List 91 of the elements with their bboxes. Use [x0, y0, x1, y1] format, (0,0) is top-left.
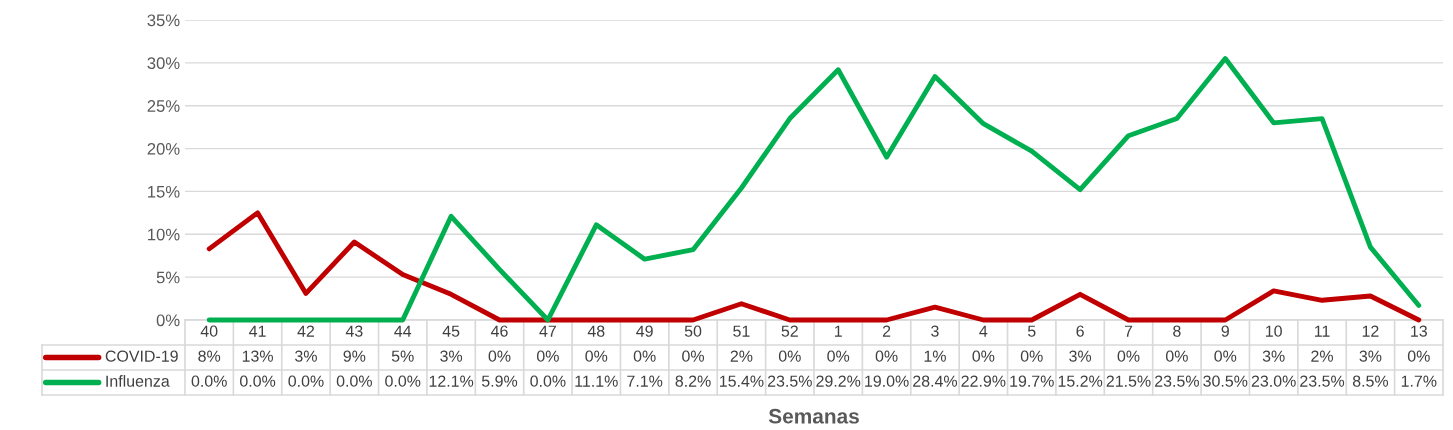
data-label: 30.5%: [1203, 375, 1248, 387]
x-tick-label: 44: [394, 325, 412, 337]
y-tick-label: 25%: [147, 100, 180, 112]
x-tick-label: 40: [200, 325, 218, 337]
data-label: 3%: [295, 350, 317, 362]
data-label: 7.1%: [627, 375, 663, 387]
line-series: [206, 210, 1422, 323]
data-label: 15.4%: [720, 375, 764, 387]
x-tick-label: 48: [587, 325, 605, 337]
x-tick-label: 4: [979, 325, 988, 337]
data-label: 3%: [440, 350, 463, 362]
x-tick-label: 51: [733, 325, 750, 337]
x-tick-label: 7: [1124, 325, 1133, 337]
data-label: 0%: [488, 350, 511, 362]
x-tick-label: 42: [297, 325, 315, 337]
data-label: 22.9%: [961, 375, 1006, 387]
x-tick-label: 13: [1411, 325, 1427, 337]
data-label: 23.5%: [1155, 375, 1199, 387]
data-label: 19.0%: [865, 375, 909, 387]
data-label: 0%: [585, 350, 608, 362]
data-label: 8.2%: [675, 375, 711, 387]
data-label: 8%: [198, 350, 221, 362]
data-label: 0%: [536, 350, 559, 362]
x-tick-label: 5: [1027, 325, 1036, 337]
data-label: 2%: [730, 350, 753, 362]
y-tick-label: 15%: [148, 185, 180, 198]
x-tick-label: 2: [882, 325, 891, 337]
data-label: 0%: [1407, 350, 1430, 362]
x-tick-label: 47: [539, 325, 556, 337]
legend-label: Influenza: [106, 375, 170, 387]
data-label: 0.0%: [530, 375, 566, 387]
data-label: 1%: [924, 350, 946, 362]
data-label: 15.2%: [1058, 375, 1103, 387]
data-label: 9%: [343, 350, 366, 362]
line-series: [206, 56, 1422, 323]
data-label: 23.5%: [1300, 375, 1345, 387]
data-label: 11.1%: [575, 375, 618, 387]
y-tick-label: 5%: [156, 271, 180, 284]
data-label: 0%: [1214, 350, 1237, 362]
data-label: 0.0%: [191, 375, 227, 387]
y-tick-label: 20%: [147, 142, 180, 155]
data-label: 23.5%: [767, 375, 812, 387]
data-label: 0.0%: [288, 375, 324, 387]
data-label: 0%: [875, 350, 898, 362]
data-label: 28.4%: [913, 375, 958, 387]
x-tick-label: 52: [781, 325, 798, 337]
x-tick-label: 43: [345, 325, 363, 337]
y-tick-label: 10%: [148, 228, 180, 241]
data-label: 0%: [1020, 350, 1043, 362]
y-tick-label: 35%: [147, 14, 180, 27]
data-label: 0%: [827, 350, 850, 362]
x-tick-label: 3: [931, 325, 939, 337]
x-tick-label: 45: [442, 325, 460, 337]
data-label: 23.0%: [1251, 375, 1296, 387]
data-label: 0%: [1165, 350, 1188, 362]
x-tick-label: 10: [1265, 325, 1282, 337]
data-label: 13%: [242, 350, 273, 362]
data-label: 0%: [972, 350, 995, 362]
data-label: 3%: [1359, 350, 1382, 362]
x-tick-label: 1: [834, 325, 842, 337]
x-tick-label: 12: [1362, 325, 1379, 337]
data-label: 0.0%: [385, 375, 421, 387]
data-label: 8.5%: [1352, 375, 1389, 387]
x-tick-label: 41: [249, 325, 266, 337]
data-label: 5%: [391, 350, 414, 362]
x-axis-title: Semanas: [768, 408, 859, 424]
data-label: 1.7%: [1401, 375, 1437, 387]
x-tick-label: 49: [636, 325, 653, 337]
data-label: 19.7%: [1010, 375, 1054, 387]
data-label: 0%: [682, 350, 705, 362]
x-tick-label: 46: [490, 325, 508, 337]
x-tick-label: 9: [1221, 325, 1229, 337]
data-label: 0.0%: [240, 375, 276, 387]
data-label: 0%: [1117, 350, 1140, 362]
data-label: 2%: [1311, 350, 1334, 362]
legend-label: COVID-19: [105, 350, 178, 362]
x-tick-label: 6: [1076, 325, 1084, 337]
x-tick-label: 11: [1314, 325, 1330, 337]
y-tick-label: 0%: [156, 314, 180, 327]
data-label: 0%: [633, 350, 656, 362]
data-label: 5.9%: [481, 375, 518, 387]
data-label: 12.1%: [429, 375, 474, 387]
data-label: 29.2%: [816, 375, 861, 387]
data-label: 0.0%: [336, 375, 372, 387]
data-label: 3%: [1069, 350, 1092, 362]
data-label: 3%: [1262, 350, 1285, 362]
x-tick-label: 50: [684, 325, 702, 337]
y-tick-label: 30%: [147, 57, 180, 70]
data-label: 21.5%: [1106, 375, 1151, 387]
x-tick-label: 8: [1173, 325, 1181, 337]
data-label: 0%: [778, 350, 801, 362]
